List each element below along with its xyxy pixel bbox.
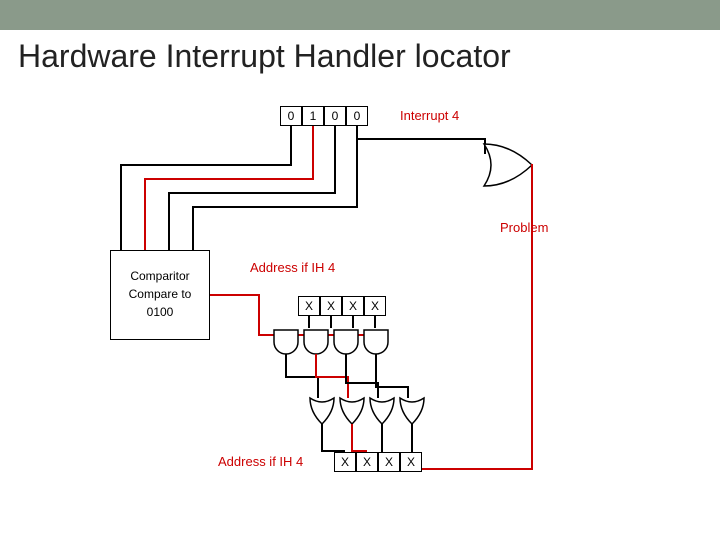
- wire-red: [144, 178, 314, 180]
- wire-red: [351, 424, 353, 452]
- wire: [374, 316, 376, 328]
- register-bit-0: 0: [280, 106, 302, 126]
- addr1-cell-2: X: [342, 296, 364, 316]
- wire: [317, 376, 319, 398]
- top-bar: [0, 0, 720, 30]
- page-title: Hardware Interrupt Handler locator: [18, 38, 720, 75]
- wire: [290, 126, 292, 166]
- or-gate-icon: [368, 396, 396, 426]
- and-gate-icon: [362, 328, 390, 356]
- and-gate-icon: [272, 328, 300, 356]
- wire: [192, 206, 194, 250]
- wire: [345, 382, 379, 384]
- addr2-cell-2: X: [378, 452, 400, 472]
- wire: [375, 386, 409, 388]
- wire: [352, 316, 354, 328]
- interrupt-label: Interrupt 4: [400, 108, 459, 123]
- wire-red: [144, 178, 146, 250]
- wire-red: [258, 294, 260, 336]
- wire: [375, 354, 377, 388]
- wire-red: [315, 354, 317, 378]
- wire: [120, 164, 122, 250]
- or-gate-icon: [338, 396, 366, 426]
- wire: [168, 192, 336, 194]
- wire: [411, 424, 413, 452]
- addr1-cell-3: X: [364, 296, 386, 316]
- wire: [120, 164, 292, 166]
- wire: [192, 206, 358, 208]
- comparitor-line-1: Compare to: [111, 287, 209, 301]
- addr2-cell-3: X: [400, 452, 422, 472]
- and-gate-icon: [332, 328, 360, 356]
- wire: [345, 354, 347, 384]
- wire: [321, 424, 323, 452]
- wire: [308, 316, 310, 328]
- wire: [330, 316, 332, 328]
- wire: [334, 126, 336, 194]
- wire-red: [420, 468, 533, 470]
- wire: [285, 354, 287, 378]
- register-bit-1: 1: [302, 106, 324, 126]
- comparitor-box: Comparitor Compare to 0100: [110, 250, 210, 340]
- addr2-label: Address if IH 4: [218, 454, 303, 469]
- wire: [356, 138, 486, 140]
- diagram: 0 1 0 0 Interrupt 4 Problem Comparitor C…: [0, 100, 720, 540]
- register-bit-2: 0: [324, 106, 346, 126]
- wire-red: [210, 294, 260, 296]
- problem-label: Problem: [500, 220, 548, 235]
- register-bit-3: 0: [346, 106, 368, 126]
- or-gate-icon: [398, 396, 426, 426]
- wire: [285, 376, 319, 378]
- wire: [168, 192, 170, 250]
- and-gate-icon: [302, 328, 330, 356]
- addr1-cell-0: X: [298, 296, 320, 316]
- wire-red: [315, 376, 349, 378]
- addr2-cell-0: X: [334, 452, 356, 472]
- wire-red: [312, 126, 314, 180]
- wire: [381, 424, 383, 452]
- addr1-label: Address if IH 4: [250, 260, 335, 275]
- addr1-cell-1: X: [320, 296, 342, 316]
- or-gate-icon: [308, 396, 336, 426]
- comparitor-line-2: 0100: [111, 305, 209, 319]
- wire-red: [531, 164, 533, 470]
- comparitor-line-0: Comparitor: [111, 269, 209, 283]
- wire-red: [347, 376, 349, 398]
- addr2-cell-1: X: [356, 452, 378, 472]
